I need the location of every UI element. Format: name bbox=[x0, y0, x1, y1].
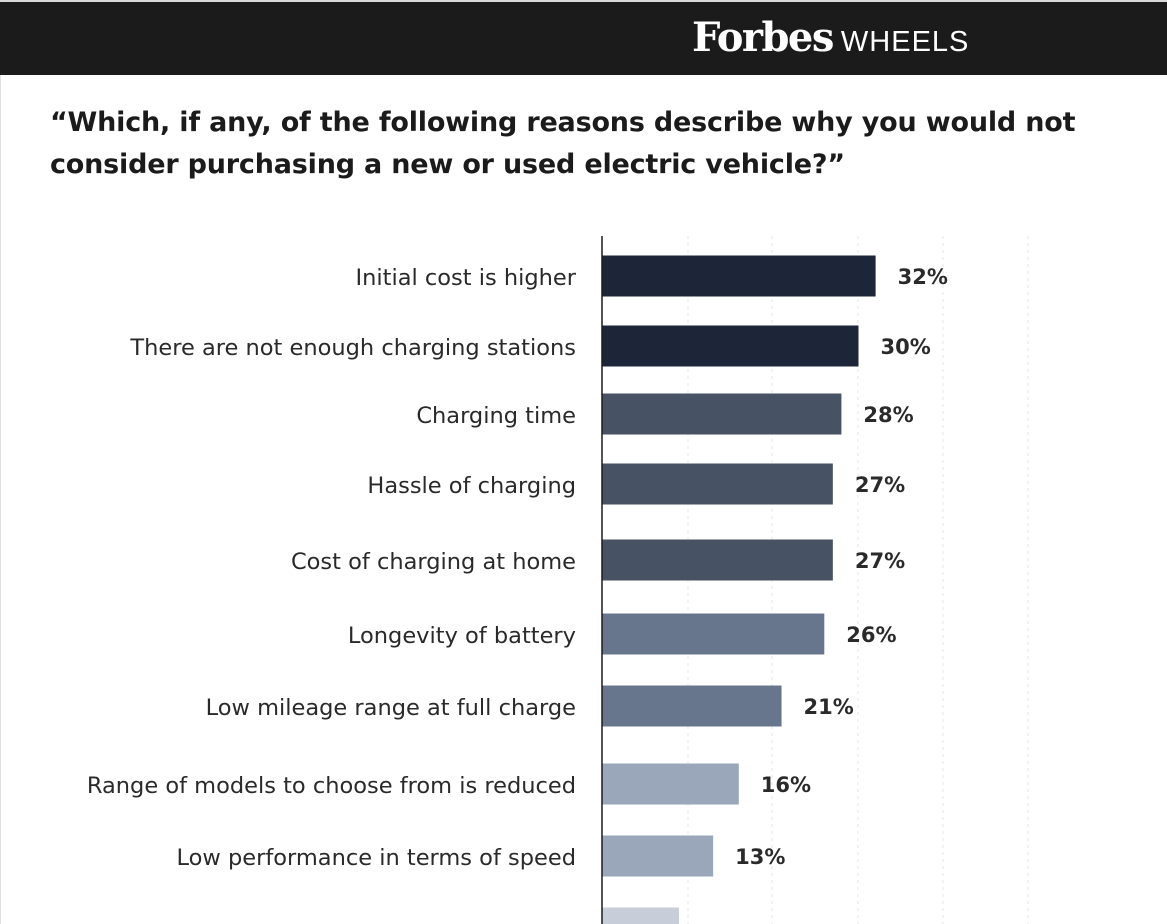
category-label: Low mileage range at full charge bbox=[206, 695, 576, 721]
bar bbox=[602, 255, 876, 297]
category-label: Range of models to choose from is reduce… bbox=[87, 773, 576, 799]
bar bbox=[602, 539, 833, 581]
category-label: Low performance in terms of speed bbox=[177, 845, 577, 871]
bar bbox=[602, 685, 782, 727]
bar bbox=[602, 325, 859, 367]
data-label: 21% bbox=[804, 695, 854, 719]
data-label: 27% bbox=[855, 473, 905, 497]
brand-sub: WHEELS bbox=[840, 26, 970, 58]
chart-title: “Which, if any, of the following reasons… bbox=[50, 107, 1076, 180]
data-label: 27% bbox=[855, 549, 905, 573]
bar bbox=[602, 835, 714, 877]
bar bbox=[602, 907, 679, 924]
bar bbox=[602, 763, 739, 805]
brand-name: Forbes bbox=[692, 14, 834, 61]
header-bar: Forbes WHEELS bbox=[0, 2, 1167, 75]
data-label: 28% bbox=[863, 403, 913, 427]
bar bbox=[602, 393, 842, 435]
category-label: Hassle of charging bbox=[367, 473, 576, 499]
data-label: 30% bbox=[881, 335, 931, 359]
data-label: 32% bbox=[898, 265, 948, 289]
data-label: 13% bbox=[735, 845, 785, 869]
bar bbox=[602, 613, 825, 655]
data-label: 16% bbox=[761, 773, 811, 797]
category-label: There are not enough charging stations bbox=[129, 335, 576, 361]
category-label: Initial cost is higher bbox=[355, 265, 576, 291]
category-label: Cost of charging at home bbox=[291, 549, 576, 575]
data-label: 26% bbox=[846, 623, 896, 647]
category-label: Charging time bbox=[416, 403, 576, 429]
category-label: Longevity of battery bbox=[348, 623, 576, 649]
bar bbox=[602, 463, 833, 505]
forbes-wheels-logo[interactable]: Forbes WHEELS bbox=[692, 14, 969, 66]
